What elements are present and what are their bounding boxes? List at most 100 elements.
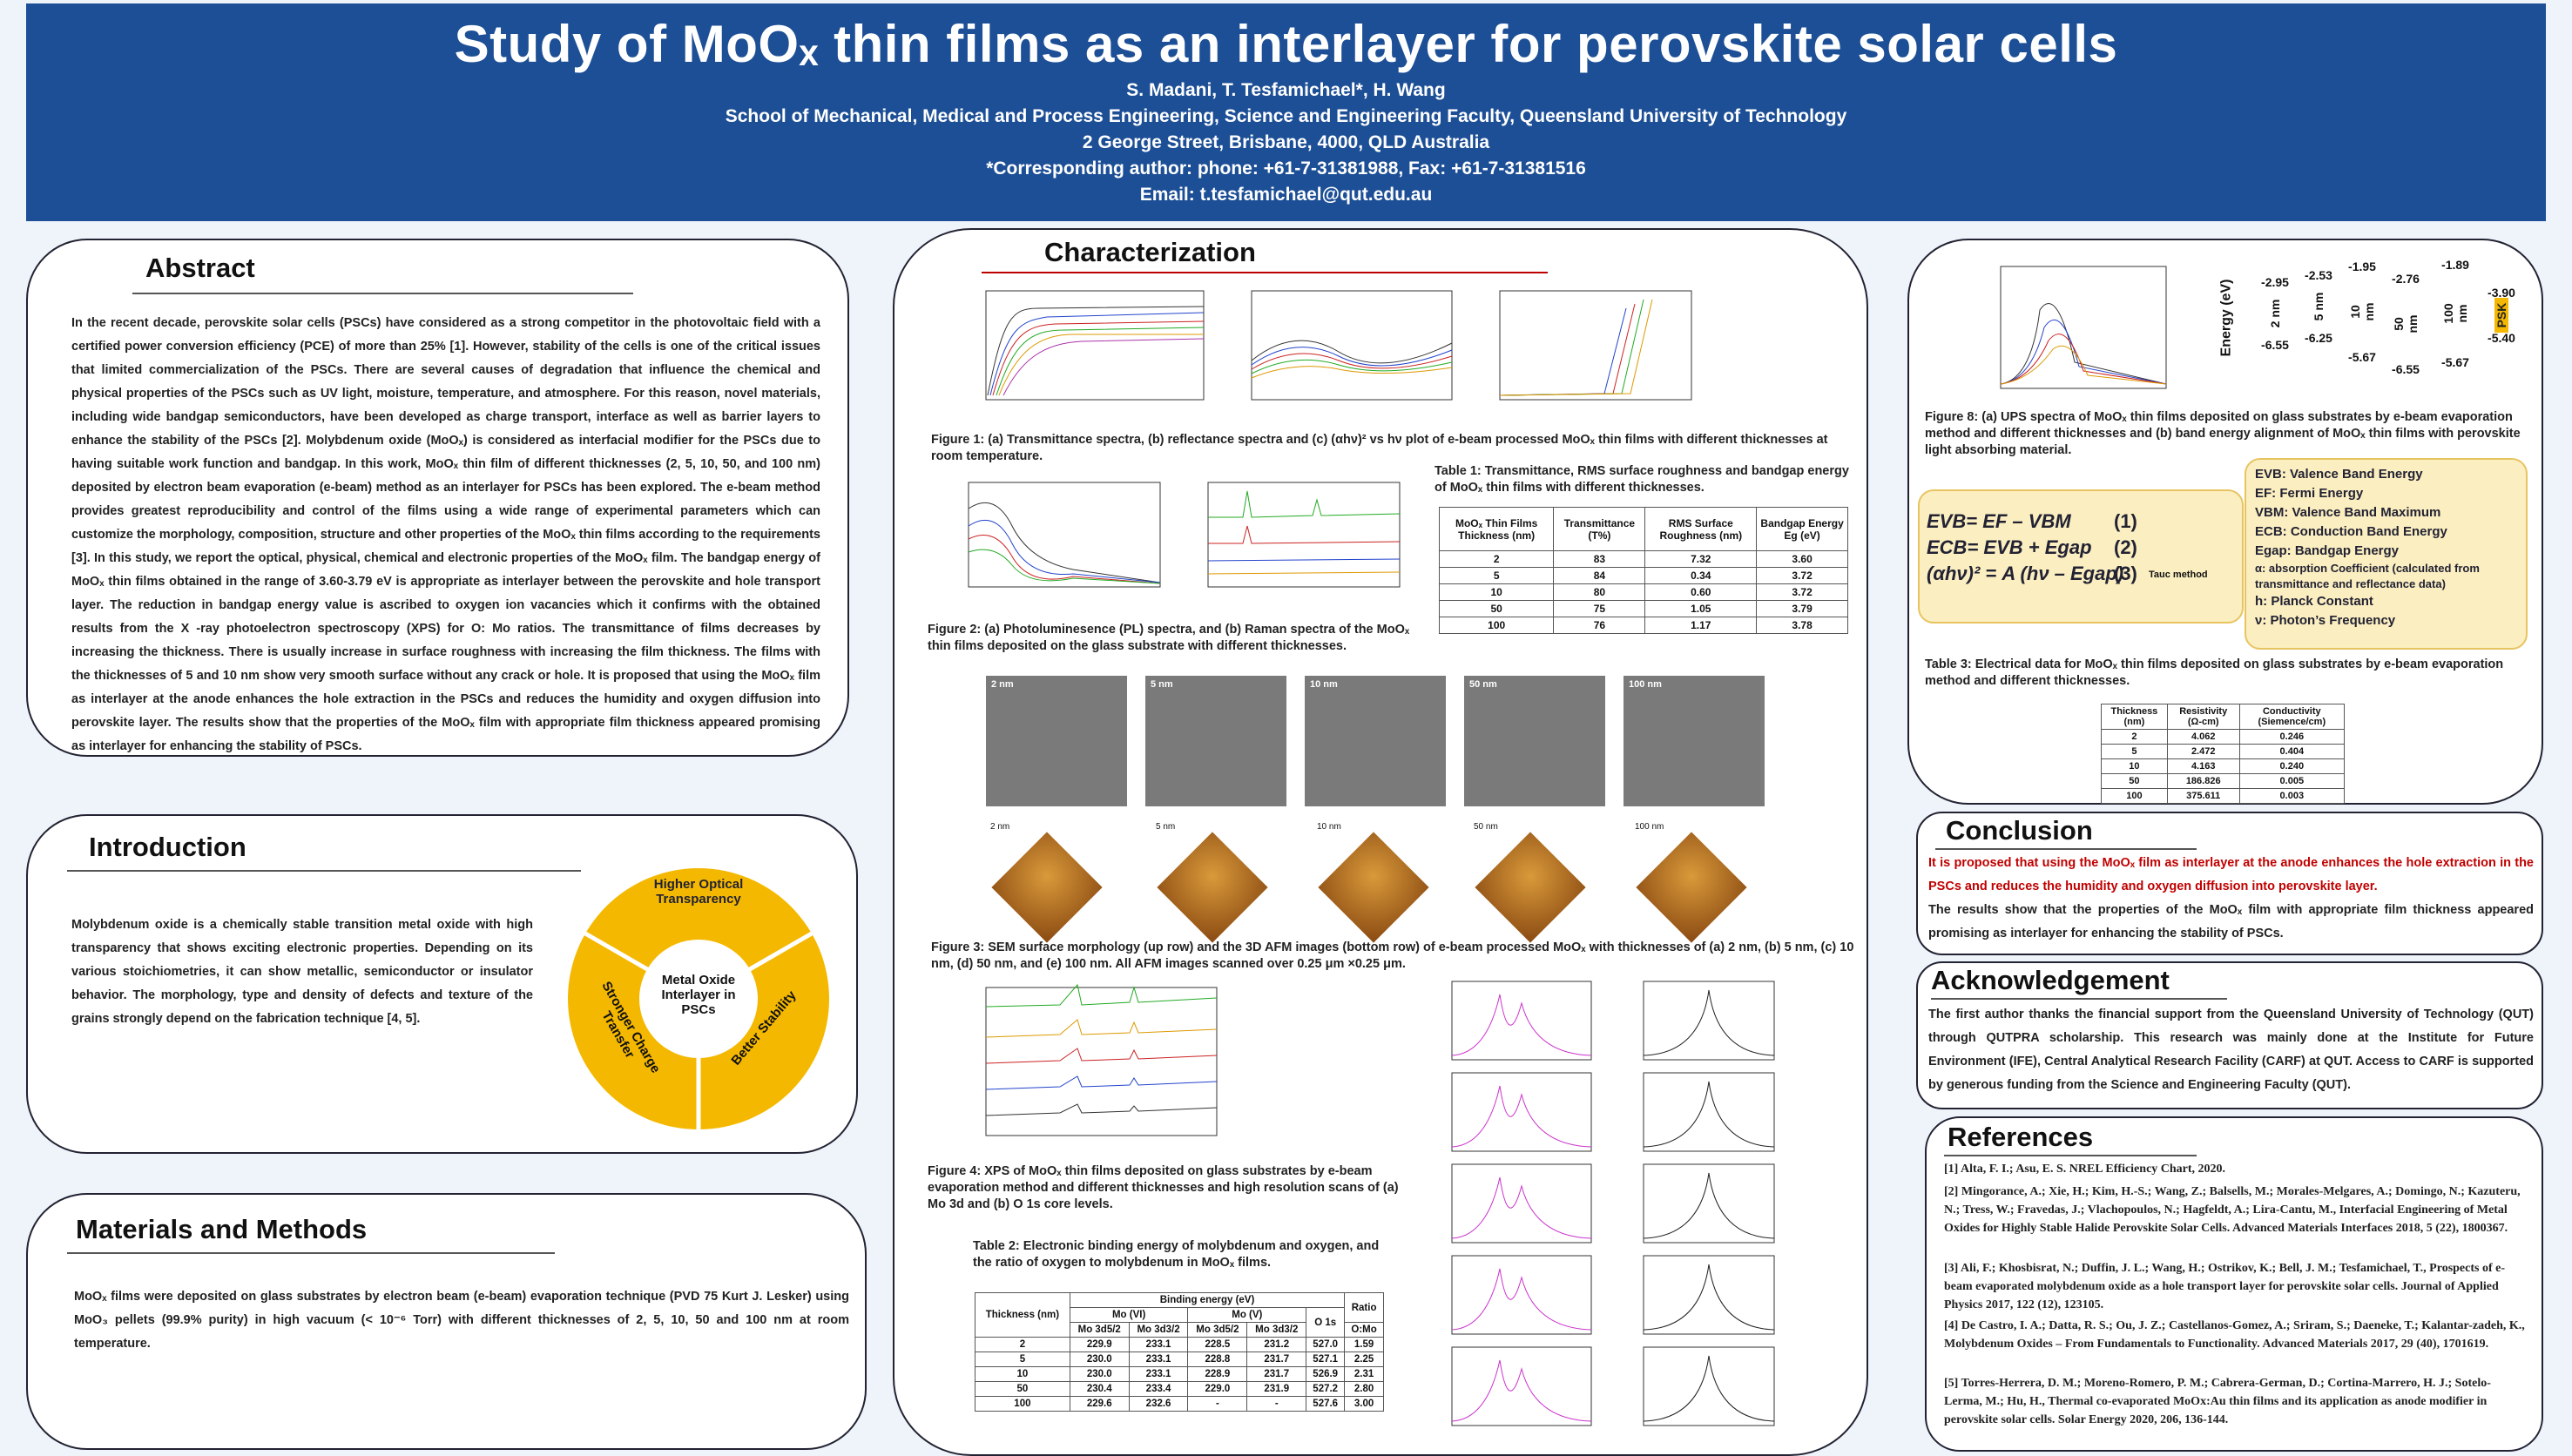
legend-item: EVB: Valence Band Energy [2255,467,2423,482]
divider [982,272,1548,273]
afm-image: 10 nm [1317,822,1430,944]
fig1-transmittance-plot [960,282,1212,421]
band-top-value: -2.95 [2261,275,2289,289]
conclusion-title: Conclusion [1946,815,2093,846]
conclusion-highlight: It is proposed that using the MoOₓ film … [1928,856,2534,893]
equation-number: (1) [2114,510,2137,532]
divider [1935,848,2197,850]
table1-header: Bandgap Energy Eg (eV) [1756,507,1848,551]
acknowledgement-text: The first author thanks the financial su… [1928,1008,2534,1092]
reference-item: [3] Ali, F.; Khosbisrat, N.; Duffin, J. … [1944,1262,2505,1311]
afm-image: 50 nm [1474,822,1587,944]
table-row: 5 230.0 233.1 228.8 231.7 527.1 2.25 [975,1352,1384,1367]
fig1-caption: Figure 1: (a) Transmittance spectra, (b)… [931,433,1828,463]
characterization-panel: Characterization Figure 1: (a) Transmitt… [893,228,1868,1456]
legend-item: VBM: Valence Band Maximum [2255,505,2441,520]
fig3-caption: Figure 3: SEM surface morphology (up row… [931,940,1854,971]
table-row: 100 76 1.17 3.78 [1438,617,1848,634]
band-name: PSK [2494,298,2508,333]
sem-image: 100 nm [1624,676,1765,806]
legend-box: EVB: Valence Band Energy EF: Fermi Energ… [2245,458,2528,650]
table-row: 2 229.9 233.1 228.5 231.2 527.0 1.59 [975,1337,1384,1352]
table1: MoOₓ Thin Films Thickness (nm) Transmitt… [1438,507,1848,634]
table-row: 100 229.6 232.6- -527.6 3.00 [975,1396,1384,1412]
divider [132,293,633,294]
introduction-text: Molybdenum oxide is a chemically stable … [71,918,533,1026]
table2: Thickness (nm) Binding energy (eV) Ratio M… [975,1292,1384,1412]
methods-title: Materials and Methods [76,1214,368,1244]
divider [67,870,581,872]
table-row: 10 80 0.60 3.72 [1438,583,1848,601]
authors: S. Madani, T. Tesfamichael*, H. Wang [1126,80,1446,100]
table-row: 2 4.062 0.246 [2101,729,2346,745]
methods-text: MoOₓ films were deposited on glass subst… [74,1290,849,1351]
table2-caption: Table 2: Electronic binding energy of mo… [973,1239,1380,1270]
ring-top-label: Higher Optical Transparency [653,877,744,907]
legend-item: α: absorption Coefficient (calculated fr… [2255,562,2480,590]
reference-item: [1] Alta, F. I.; Asu, E. S. NREL Efficie… [1944,1163,2226,1176]
table1-header: Transmittance (T%) [1553,507,1646,551]
tauc-label: Tauc method [2149,570,2208,580]
legend-item: ECB: Conduction Band Energy [2255,524,2447,539]
afm-image: 100 nm [1635,822,1748,944]
intro-ring-diagram [568,868,829,1129]
equation-1: EVB= EF – VBM [1927,510,2071,532]
table-row: 5 2.472 0.404 [2101,744,2346,759]
equation-number: (2) [2114,536,2137,558]
divider [1931,998,2227,1000]
table3: Thickness (nm) Resistivity (Ω-cm) Conducti… [2101,704,2346,804]
methods-panel: Materials and Methods MoOₓ films were de… [26,1193,867,1450]
acknowledgement-panel: Acknowledgement The first author thanks … [1916,961,2543,1109]
equation-3: (αhν)² = A (hν – Egap) [1927,563,2124,584]
band-bottom-value: -5.67 [2441,355,2469,369]
band-name: 2 nm [2268,299,2282,328]
conclusion-text: The results show that the properties of … [1928,903,2534,940]
fig2-raman-plot [1182,474,1408,604]
table-row: 50 230.4 233.4 229.0 231.9 527.2 2.80 [975,1381,1384,1397]
affiliation: School of Mechanical, Medical and Proces… [725,106,1847,126]
band-bottom-value: -6.55 [2261,338,2289,352]
fig4-mo3d-scans [1451,981,1592,1426]
divider [67,1252,555,1254]
sem-image: 5 nm [1145,676,1286,806]
band-top-value: -3.90 [2488,286,2515,300]
band-bottom-value: -6.25 [2305,331,2332,345]
references-panel: References [1] Alta, F. I.; Asu, E. S. N… [1925,1116,2543,1452]
band-name: 5 nm [2312,292,2326,321]
afm-image: 5 nm [1156,822,1269,944]
fig8-ups-plot [1979,258,2170,415]
table-row: 100 375.611 0.003 [2101,788,2346,804]
table1-header: RMS Surface Roughness (nm) [1644,507,1758,551]
table-row: 5 84 0.34 3.72 [1438,567,1848,584]
table-row: 2 83 7.32 3.60 [1438,550,1848,568]
table-row: 10 230.0 233.1 228.9 231.7 526.9 2.31 [975,1366,1384,1382]
band-name: 50 nm [2392,314,2420,334]
band-top-value: -1.95 [2348,260,2376,273]
fig2-pl-plot [942,474,1169,604]
afm-image: 2 nm [990,822,1104,944]
fig4-xps-survey-plot [955,981,1225,1155]
contact: *Corresponding author: phone: +61-7-3138… [986,158,1586,179]
band-top-value: -2.76 [2392,272,2420,286]
legend-item: h: Planck Constant [2255,594,2373,609]
conclusion-panel: Conclusion It is proposed that using the… [1916,812,2543,955]
energy-axis-label: Energy (eV) [2218,279,2234,357]
fig4-caption: Figure 4: XPS of MoOₓ thin films deposit… [928,1164,1399,1211]
introduction-panel: Introduction Molybdenum oxide is a chemi… [26,814,858,1154]
fig1-tauc-plot [1474,282,1700,421]
legend-item: Egap: Bandgap Energy [2255,543,2400,558]
acknowledgement-title: Acknowledgement [1931,965,2170,995]
table-row: 10 4.163 0.240 [2101,758,2346,774]
band-name: 10 nm [2348,302,2376,321]
references-title: References [1948,1122,2094,1152]
fig8-caption: Figure 8: (a) UPS spectra of MoOₓ thin f… [1925,410,2521,457]
fig1-reflectance-plot [1225,282,1461,421]
address: 2 George Street, Brisbane, 4000, QLD Aus… [1082,132,1490,152]
sem-image: 10 nm [1305,676,1446,806]
band-bottom-value: -6.55 [2392,362,2420,376]
abstract-title: Abstract [145,253,255,283]
characterization-title: Characterization [1044,237,1256,267]
table1-caption: Table 1: Transmittance, RMS surface roug… [1435,464,1849,495]
legend-item: ν: Photon’s Frequency [2255,613,2396,628]
equation-number: (3) [2114,563,2137,584]
